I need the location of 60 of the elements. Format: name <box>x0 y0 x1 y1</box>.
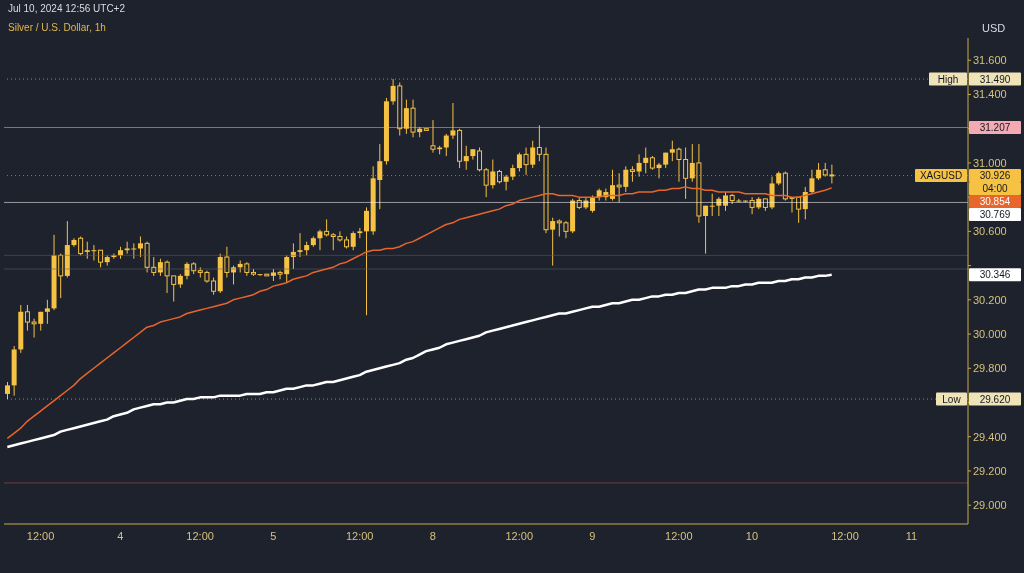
candlestick <box>796 196 802 224</box>
text: 30.769 <box>979 209 1011 221</box>
chart-subtitle: Jul 10, 2024 12:56 UTC+2 <box>8 3 126 14</box>
text: 04:00 <box>982 183 1008 195</box>
candlestick <box>723 191 729 212</box>
candlestick <box>111 253 117 260</box>
y-tick-label: 31.000 <box>973 156 1007 169</box>
candlestick <box>450 102 456 140</box>
text: 30.854 <box>979 196 1011 208</box>
candlestick <box>809 169 815 195</box>
x-tick-label: 12:00 <box>26 529 55 542</box>
y-tick-label: 30.600 <box>973 225 1007 238</box>
candlestick <box>463 145 469 171</box>
x-tick-label: 12:00 <box>505 529 534 542</box>
text: 30.926 <box>979 170 1011 182</box>
y-tick-label: 29.400 <box>973 430 1007 443</box>
candlestick <box>350 230 356 251</box>
text: 29.620 <box>979 393 1011 405</box>
y-tick-label: 29.800 <box>973 362 1007 375</box>
y-tick-label: 31.600 <box>973 54 1007 67</box>
y-tick-label: 29.200 <box>973 464 1007 477</box>
x-tick-label: 12:00 <box>186 529 214 542</box>
x-tick-label: 5 <box>270 529 277 542</box>
ref-line-label: Low <box>942 393 962 405</box>
candlestick <box>44 299 50 325</box>
candlestick <box>78 236 84 256</box>
candlestick <box>357 227 363 239</box>
text: 31.207 <box>979 122 1011 133</box>
candlestick <box>802 186 808 220</box>
chart-title: Silver / U.S. Dollar, 1h <box>8 22 106 33</box>
x-tick-label: 10 <box>745 529 759 542</box>
candlestick <box>364 206 370 316</box>
ref-line-label: XAGUSD <box>919 170 963 182</box>
candlestick <box>443 133 449 157</box>
candlestick <box>317 229 323 251</box>
y-tick-label: 31.400 <box>973 88 1007 101</box>
candlestick <box>290 242 296 270</box>
y-tick-label: 30.200 <box>973 293 1007 306</box>
candlestick <box>636 153 642 178</box>
y-tick-label: 30.000 <box>973 327 1007 340</box>
x-tick-label: 12:00 <box>831 529 859 542</box>
x-tick-label: 9 <box>589 529 596 542</box>
candlestick <box>297 232 303 258</box>
x-tick-label: 11 <box>905 529 918 542</box>
x-tick-label: 8 <box>429 529 436 542</box>
candlestick <box>477 147 483 172</box>
x-tick-label: 4 <box>117 529 124 542</box>
ref-line-label: High <box>937 73 959 85</box>
line-series <box>6 273 833 449</box>
x-tick-label: 12:00 <box>665 529 693 542</box>
x-tick-label: 12:00 <box>345 529 374 542</box>
text: 30.346 <box>979 269 1011 281</box>
candlestick <box>503 174 509 191</box>
candlestick <box>709 193 715 217</box>
text: 31.490 <box>979 73 1011 85</box>
candlestick <box>643 147 649 174</box>
y-tick-label: 29.000 <box>973 499 1007 512</box>
y-axis-title: USD <box>982 22 1006 34</box>
candlestick <box>769 176 775 210</box>
candlestick <box>716 196 722 217</box>
